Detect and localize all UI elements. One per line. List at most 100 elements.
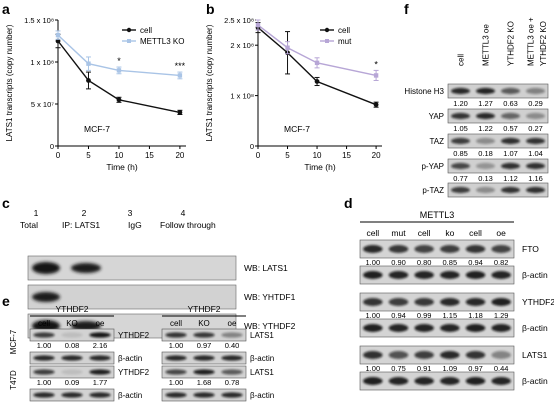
blot-label: YTHDF2 xyxy=(118,331,150,340)
blot-label: TAZ xyxy=(429,137,444,146)
band-quant-value: 0.82 xyxy=(494,258,509,267)
lane-label: Total xyxy=(20,220,38,230)
blot-band xyxy=(221,392,243,398)
data-point xyxy=(86,61,91,66)
blot-band xyxy=(451,112,470,120)
blot-band xyxy=(221,332,243,338)
blot-label: WB: YHTDF1 xyxy=(244,292,296,302)
y-axis-label: LATS1 transcripts (copy number) xyxy=(205,24,214,141)
blot-band xyxy=(451,87,470,95)
significance-marker: *** xyxy=(175,61,186,71)
x-tick-label: 15 xyxy=(145,151,154,160)
cell-line-annotation: MCF-7 xyxy=(284,124,310,134)
blot-label: LATS1 xyxy=(522,350,548,360)
data-point xyxy=(116,68,122,73)
blot-band xyxy=(501,137,520,145)
blot-label: p-TAZ xyxy=(422,186,444,195)
band-quant-value: 0.40 xyxy=(225,341,240,350)
x-axis-label: Time (h) xyxy=(106,162,137,172)
blot-band xyxy=(491,377,511,385)
blot-band xyxy=(388,298,409,306)
blot-band xyxy=(526,162,545,170)
band-quant-value: 0.08 xyxy=(65,341,80,350)
blot-band xyxy=(476,137,495,145)
panel-label-a: a xyxy=(2,1,10,17)
blot-band xyxy=(61,392,83,398)
data-point xyxy=(314,60,320,66)
band-quant-value: 1.22 xyxy=(478,124,493,133)
blot-label: YTHDF2 xyxy=(522,297,554,307)
chart-a: 0 5 x 10⁷ 1 x 10⁸ 1.5 x 10⁸ 0 5 10 15 20 Time (h)… xyxy=(5,16,186,172)
band-quant-value: 0.85 xyxy=(443,258,458,267)
band-quant-value: 0.75 xyxy=(391,364,406,373)
blot-strip xyxy=(359,345,515,365)
legend-marker xyxy=(324,27,330,33)
blot-band xyxy=(165,332,187,338)
band-quant-value: 1.07 xyxy=(503,149,518,158)
blot-label: β-actin xyxy=(250,354,274,363)
blot-band xyxy=(388,271,409,279)
band-quant-value: 0.57 xyxy=(503,124,518,133)
significance-marker: * xyxy=(374,59,378,69)
chart-b: 0 1 x 10⁸ 2 x 10⁸ 2.5 x 10⁸ 0 5 10 15 20 Time (h)… xyxy=(205,16,382,172)
band-quant-value: 1.04 xyxy=(528,149,543,158)
y-tick-label: 5 x 10⁷ xyxy=(31,100,54,109)
x-tick-label: 20 xyxy=(372,151,381,160)
blot-strip xyxy=(359,239,515,259)
band-quant-value: 0.63 xyxy=(503,99,518,108)
lane-label: oe xyxy=(228,319,237,328)
band-quant-value: 0.29 xyxy=(528,99,543,108)
panel-label-b: b xyxy=(206,1,215,17)
blot-band xyxy=(440,351,460,359)
blot-band xyxy=(491,245,511,253)
data-point xyxy=(86,78,91,83)
blot-band xyxy=(476,186,495,194)
blot-strip xyxy=(447,108,549,124)
blot-band xyxy=(61,355,83,361)
blot-band xyxy=(61,369,83,375)
blot-band xyxy=(33,369,55,375)
blot-label: Histone H3 xyxy=(404,87,444,96)
blot-band xyxy=(491,324,511,332)
blot-band xyxy=(451,137,470,145)
panel-c-blot: 1 2 3 4 Total IP: LATS1 IgG Follow through WB: … xyxy=(20,208,296,339)
band-quant-value: 1.20 xyxy=(453,99,468,108)
band-quant-value: 1.77 xyxy=(93,378,108,387)
lane-number: 3 xyxy=(128,208,133,218)
blot-band xyxy=(440,324,460,332)
blot-band xyxy=(193,369,215,375)
band-quant-value: 0.44 xyxy=(494,364,509,373)
x-axis-label: Time (h) xyxy=(304,162,335,172)
blot-band xyxy=(33,355,55,361)
blot-band xyxy=(440,271,460,279)
blot-band xyxy=(388,324,409,332)
band-quant-value: 1.27 xyxy=(478,99,493,108)
y-tick-label: 1 x 10⁸ xyxy=(30,58,54,67)
lane-label: KO xyxy=(66,319,78,328)
lane-number: 2 xyxy=(82,208,87,218)
data-point xyxy=(314,79,320,84)
blot-label: YTHDF2 xyxy=(118,368,150,377)
lane-label: cell xyxy=(170,319,182,328)
blot-band xyxy=(89,392,111,398)
x-tick-label: 5 xyxy=(86,151,91,160)
band-quant-value: 1.09 xyxy=(443,364,458,373)
blot-band xyxy=(451,162,470,170)
data-point xyxy=(55,32,61,38)
band-quant-value: 0.09 xyxy=(65,378,80,387)
group-header: METTL3 xyxy=(420,210,455,220)
data-point xyxy=(373,102,379,108)
band-quant-value: 1.00 xyxy=(366,364,381,373)
blot-band xyxy=(193,355,215,361)
group-header: YTHDF2 xyxy=(55,304,88,314)
significance-marker: * xyxy=(117,56,121,66)
blot-strip xyxy=(447,182,549,198)
x-tick-label: 15 xyxy=(342,151,351,160)
blot-band xyxy=(526,112,545,120)
blot-band xyxy=(61,332,83,338)
lane-label: cell xyxy=(469,228,482,238)
lane-number: 4 xyxy=(181,208,186,218)
blot-band xyxy=(526,137,545,145)
band-quant-value: 0.85 xyxy=(453,149,468,158)
band-quant-value: 1.18 xyxy=(468,311,483,320)
